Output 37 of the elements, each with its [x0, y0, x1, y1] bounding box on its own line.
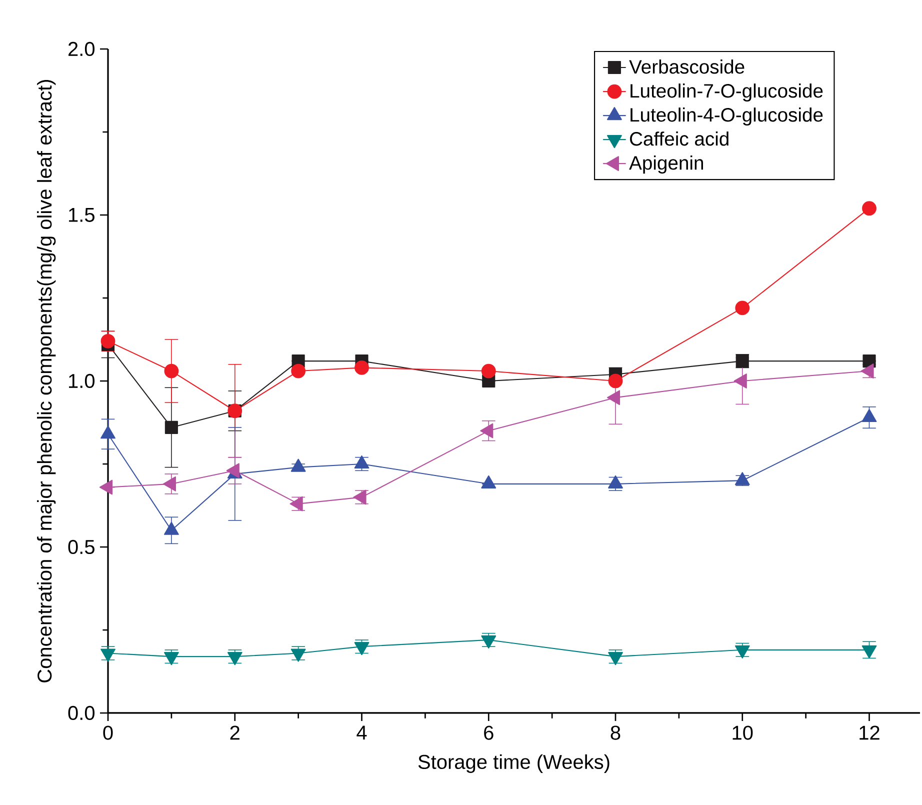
x-axis-title: Storage time (Weeks) [418, 754, 610, 773]
point [354, 360, 369, 375]
x-tick-label: 10 [732, 726, 753, 740]
legend-label: Caffeic acid [630, 132, 728, 146]
point [481, 635, 496, 648]
point [227, 652, 242, 666]
legend-label: Verbascoside [629, 60, 744, 74]
x-tick-label: 8 [610, 726, 620, 740]
point [734, 645, 750, 658]
point [862, 354, 876, 368]
point [481, 364, 496, 378]
y-tick-label: 1.0 [69, 374, 94, 388]
x-tick-label: 6 [484, 726, 494, 740]
point [164, 652, 179, 666]
legend-label: Apigenin [629, 156, 703, 174]
point [735, 300, 750, 316]
y-tick-label: 2.0 [68, 42, 94, 56]
point [862, 201, 876, 216]
point [100, 334, 116, 348]
point [291, 364, 306, 378]
point [164, 420, 178, 434]
x-tick-label: 2 [230, 726, 240, 740]
point [608, 374, 623, 388]
legend-label: Luteolin-7-O-glucoside [630, 84, 823, 102]
y-tick-label: 0.0 [68, 706, 94, 720]
x-tick-label: 4 [356, 726, 367, 740]
y-tick-label: 0.5 [68, 540, 94, 554]
y-tick-label: 1.5 [69, 208, 94, 222]
legend-label: Luteolin-4-O-glucoside [630, 108, 823, 126]
y-axis-title: Concentration of major phenolic components(mg/g olive leaf extract) [37, 80, 56, 682]
point [290, 648, 306, 662]
point [354, 642, 370, 656]
point [100, 648, 116, 662]
point [608, 652, 623, 666]
point [164, 364, 179, 378]
x-tick-label: 12 [860, 726, 880, 740]
x-tick-label: 0 [103, 726, 113, 740]
